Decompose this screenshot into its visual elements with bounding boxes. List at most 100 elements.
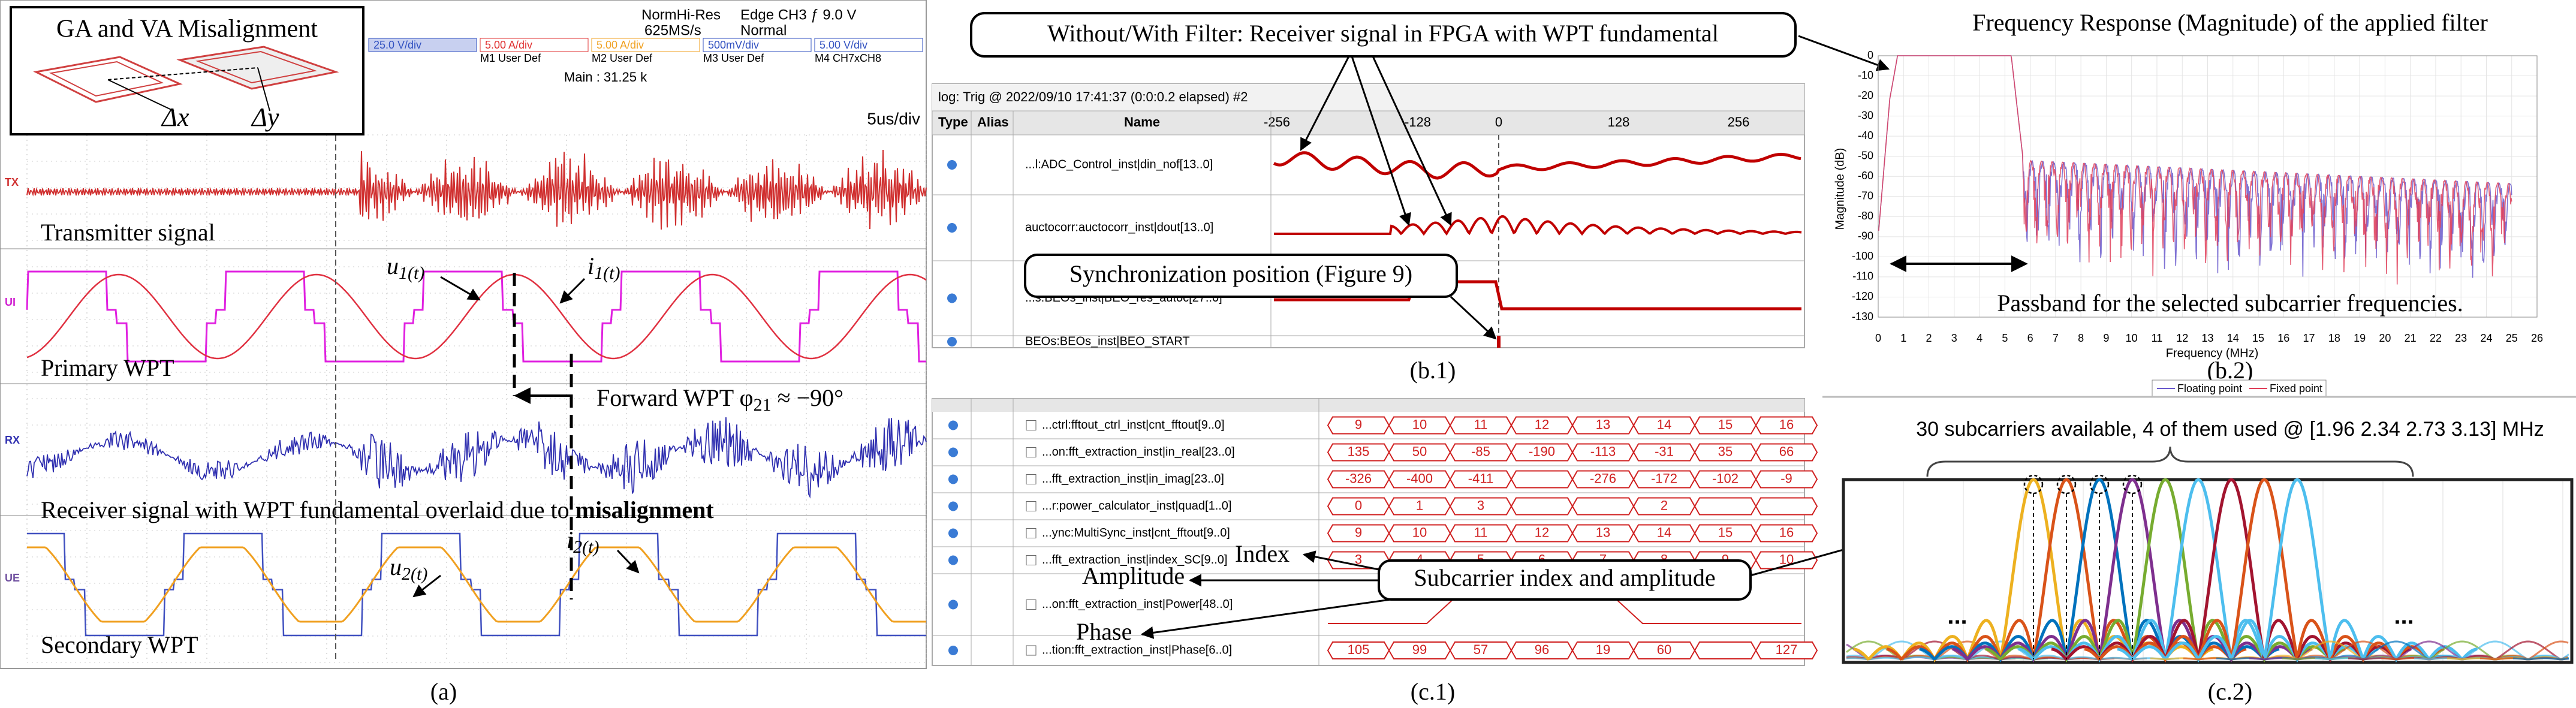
subcarrier-curve bbox=[1985, 478, 2346, 663]
bus-value: 105 bbox=[1348, 642, 1370, 657]
bus-value: 1 bbox=[1416, 498, 1423, 513]
column-header: Type bbox=[938, 115, 968, 129]
y-tick-label: -90 bbox=[1858, 230, 1873, 242]
sync-label: Synchronization position (Figure 9) bbox=[1069, 260, 1412, 287]
b2-title: Frequency Response (Magnitude) of the ap… bbox=[1972, 9, 2488, 36]
subcarrier-curve bbox=[1919, 478, 2280, 663]
channel-box bbox=[591, 38, 700, 52]
offset-line bbox=[107, 67, 258, 80]
x-tick-label: 19 bbox=[2354, 332, 2366, 344]
y-tick-label: -100 bbox=[1852, 250, 1873, 262]
signal-name: ...fft_extraction_inst|index_SC[9..0] bbox=[1042, 553, 1227, 567]
caption: (b.1) bbox=[1410, 357, 1456, 384]
amplitude-label: Amplitude bbox=[1082, 562, 1185, 589]
bus-value: 12 bbox=[1535, 525, 1549, 540]
coil bbox=[33, 56, 183, 103]
expand-box bbox=[1026, 599, 1037, 610]
bus-cell bbox=[1755, 470, 1818, 489]
primary-voltage bbox=[26, 270, 926, 363]
panel-b2: Frequency Response (Magnitude) of the ap… bbox=[1822, 9, 2576, 398]
title-box bbox=[970, 12, 1797, 58]
bus-value: 13 bbox=[1596, 417, 1610, 432]
caption: (c.1) bbox=[1411, 678, 1455, 705]
trace-tag: UI bbox=[5, 296, 16, 308]
channel-label: 500mV/div bbox=[708, 39, 759, 51]
trigger: Edge CH3 ƒ 9.0 V bbox=[740, 7, 856, 23]
bus-value: 96 bbox=[1535, 642, 1549, 657]
trace-tag: TX bbox=[5, 176, 19, 188]
bus-value: 60 bbox=[1657, 642, 1671, 657]
offset-line bbox=[257, 67, 270, 112]
channel-label: 5.00 A/div bbox=[596, 39, 644, 51]
channel-box bbox=[703, 38, 812, 52]
signal-name: ...on:fft_extraction_inst|in_real[23..0] bbox=[1042, 445, 1235, 459]
log-line: log: Trig @ 2022/09/10 17:41:37 (0:0:0.2… bbox=[938, 89, 1248, 104]
signal-icon bbox=[948, 646, 958, 655]
b1-title: Without/With Filter: Receiver signal in … bbox=[1047, 20, 1719, 47]
bus-value: 3 bbox=[1477, 498, 1484, 513]
subcarrier-curve bbox=[1952, 478, 2313, 663]
x-tick-label: 22 bbox=[2430, 332, 2442, 344]
coil bbox=[195, 50, 317, 84]
y-tick-label: -120 bbox=[1852, 290, 1873, 302]
sample-rate: 625MS/s bbox=[644, 22, 701, 38]
bus-value: 14 bbox=[1657, 525, 1671, 540]
x-tick-label: 11 bbox=[2152, 332, 2163, 344]
y-tick-label: -10 bbox=[1858, 69, 1873, 81]
bus-value: 13 bbox=[1596, 525, 1610, 540]
signal-name: ...on:fft_extraction_inst|Power[48..0] bbox=[1042, 598, 1233, 611]
bus-value: 2 bbox=[1661, 498, 1668, 513]
bus-value: 66 bbox=[1779, 444, 1794, 459]
subcarrier-curves bbox=[1846, 474, 2569, 663]
bus-cell bbox=[1755, 551, 1818, 570]
y-axis-label: Magnitude (dB) bbox=[1833, 148, 1846, 230]
bus-value: 11 bbox=[1474, 525, 1488, 540]
channel-label: 5.00 A/div bbox=[485, 39, 532, 51]
expand-box bbox=[1026, 420, 1037, 430]
brace bbox=[1926, 446, 2414, 477]
math-label: M2 User Def bbox=[592, 52, 653, 64]
y-tick-label: -130 bbox=[1852, 311, 1873, 323]
bus-value: -102 bbox=[1712, 471, 1739, 486]
caption: (a) bbox=[430, 678, 457, 705]
bus-rows: ...ctrl:fftout_ctrl_inst|cnt_fftout[9..0… bbox=[932, 399, 1818, 666]
bus-value: -326 bbox=[1345, 471, 1372, 486]
response-curve bbox=[1878, 55, 2512, 278]
arrow bbox=[412, 574, 441, 598]
sync-box bbox=[1024, 254, 1458, 298]
bus-value: 15 bbox=[1718, 417, 1733, 432]
bus-value: 99 bbox=[1412, 642, 1427, 657]
math-label: M4 CH7xCH8 bbox=[815, 52, 881, 64]
y-tick-label: -20 bbox=[1858, 89, 1873, 101]
bus-value: 57 bbox=[1474, 642, 1488, 657]
used-marker bbox=[2122, 474, 2143, 495]
arrow bbox=[1372, 56, 1452, 226]
sym: i bbox=[567, 526, 573, 553]
label-part: misalignment bbox=[576, 496, 715, 523]
signal-icon bbox=[948, 528, 958, 538]
trace-tag: UE bbox=[5, 572, 20, 584]
sym: u bbox=[390, 553, 402, 580]
filter-plot: 0 1 2 3 4 5 6 7 8 9 10 11 12 13 14 15 16 17 18 19 20 21 22 23 24… bbox=[1852, 49, 2543, 344]
math-label: M3 User Def bbox=[703, 52, 764, 64]
time-tick: -128 bbox=[1405, 115, 1431, 129]
column-header: Alias bbox=[977, 115, 1009, 129]
signal-icon bbox=[947, 223, 957, 233]
header-row bbox=[932, 399, 1804, 412]
inset-title: GA and VA Misalignment bbox=[56, 16, 318, 43]
x-tick-label: 18 bbox=[2328, 332, 2340, 344]
trace-label: Secondary WPT bbox=[41, 631, 198, 658]
phase-label: Phase bbox=[1076, 618, 1132, 645]
adc-wave bbox=[1273, 151, 1801, 180]
bus-cell bbox=[1510, 470, 1574, 489]
c2-title: 30 subcarriers available, 4 of them used… bbox=[1916, 418, 2544, 441]
channel-label: 25.0 V/div bbox=[373, 39, 421, 51]
expand-box bbox=[1026, 528, 1037, 538]
signal-name: BEOs:BEOs_inst|BEO_START bbox=[1025, 335, 1190, 348]
panel-c1: ...ctrl:fftout_ctrl_inst|cnt_fftout[9..0… bbox=[932, 398, 2022, 705]
channel-box bbox=[368, 38, 477, 52]
label-part: Forward WPT φ bbox=[596, 384, 754, 411]
legend-entry: Floating point bbox=[2177, 382, 2242, 394]
column-header: Name bbox=[1124, 115, 1160, 129]
